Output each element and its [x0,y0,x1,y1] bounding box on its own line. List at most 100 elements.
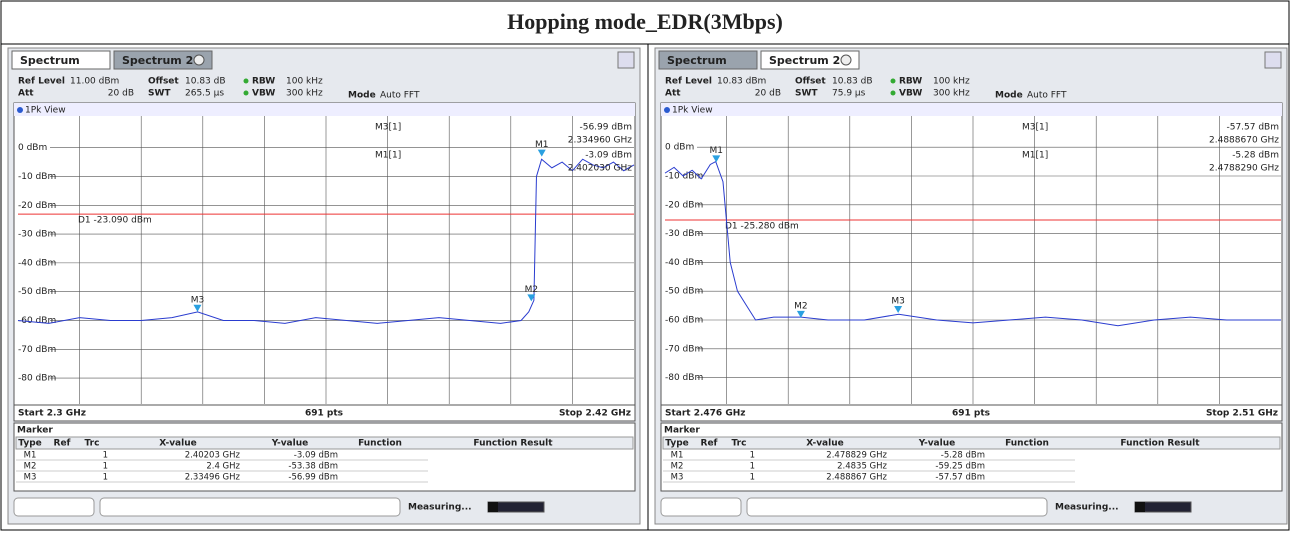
readout-name: M3[1] [375,123,401,133]
title: Hopping mode_EDR(3Mbps) [507,9,783,34]
status-box [746,497,1048,517]
table-cell: 2.33496 GHz [185,473,241,483]
status-text: Measuring... [1055,503,1119,513]
points-label: 691 pts [305,409,343,419]
table-cell: 1 [750,462,755,472]
readout-freq: 2.4788290 GHz [1209,164,1279,174]
table-cell: -59.25 dBm [935,462,985,472]
y-tick-label: -70 dBm [665,344,703,354]
plot-frame [660,102,1283,422]
table-cell: M2 [24,462,37,472]
table-cell: -56.99 dBm [288,473,338,483]
table-header: Y-value [271,439,308,449]
display-line-label: D1 -23.090 dBm [78,216,152,226]
setting-label: Offset [795,77,826,87]
marker-label: M3 [891,296,905,306]
dot [890,90,896,96]
status-box [660,497,742,517]
stop-label: Stop 2.42 GHz [559,409,631,419]
table-cell: M1 [671,451,684,461]
trace [664,160,1281,327]
view-label: 1Pk View [25,106,66,116]
y-tick-label: -20 dBm [18,201,56,211]
status-text: Measuring... [408,503,472,513]
tab[interactable] [760,50,860,70]
setting-value: 10.83 dB [185,77,226,87]
setting-label: Mode [995,91,1023,101]
tab-label: Spectrum [667,54,727,67]
table-header: Type [665,439,688,449]
readout-value: -57.57 dBm [1226,123,1279,133]
setting-value: 20 dB [755,89,781,99]
stop-label: Stop 2.51 GHz [1206,409,1278,419]
marker [796,310,805,318]
dot [243,90,249,96]
dot [890,78,896,84]
readout-freq: 2.334960 GHz [568,136,633,146]
info-bar [660,404,1283,422]
table-cell: 1 [103,451,108,461]
tab-close[interactable] [840,54,852,66]
table-cell: 1 [103,473,108,483]
table-header: Ref [701,439,718,449]
tab-label: Spectrum [20,54,80,67]
table-header: Trc [732,439,747,449]
marker-label: M1 [710,146,724,156]
marker-label: M2 [794,301,808,311]
table [13,422,636,492]
setting-label: Offset [148,77,179,87]
setting-label: Mode [348,91,376,101]
setting-label: Ref Level [665,77,712,87]
setting-value: 20 dB [108,89,134,99]
marker-label: M2 [525,285,539,295]
table-cell: 2.478829 GHz [826,451,887,461]
menu-icon[interactable] [617,51,635,69]
table-cell: M3 [24,473,37,483]
setting-value: 10.83 dBm [717,77,766,87]
y-tick-label: -30 dBm [18,230,56,240]
setting-value: 10.83 dB [832,77,873,87]
setting-label: VBW [252,89,275,99]
setting-value: 100 kHz [286,77,323,87]
setting-value: 300 kHz [286,89,323,99]
table-cell: M1 [24,451,37,461]
table-cell: M2 [671,462,684,472]
table-header: Ref [54,439,71,449]
y-tick-label: -10 dBm [665,171,703,181]
tab[interactable] [113,50,213,70]
table-header-bg [15,436,634,450]
progress-fill [488,502,498,512]
marker [193,304,202,312]
table-cell: 1 [750,473,755,483]
table-cell: -3.09 dBm [294,451,338,461]
y-tick-label: -10 dBm [18,172,56,182]
tab-label: Spectrum 2 [769,54,840,67]
y-tick-label: -50 dBm [18,287,56,297]
table [660,422,1283,492]
status-box [13,497,95,517]
view-label: 1Pk View [672,106,713,116]
table-cell: -5.28 dBm [941,451,985,461]
table-title: Marker [17,426,53,436]
y-tick-label: -80 dBm [18,374,56,384]
tab[interactable] [11,50,111,70]
tab[interactable] [658,50,758,70]
table-cell: 2.40203 GHz [185,451,241,461]
setting-value: 100 kHz [933,77,970,87]
table-header: X-value [806,439,843,449]
table-header: Function [358,439,402,449]
tab-label: Spectrum 2 [122,54,193,67]
readout-value: -56.99 dBm [579,123,632,133]
trace [17,158,635,324]
tab-close[interactable] [193,54,205,66]
table-header: Trc [85,439,100,449]
y-tick-label: 0 dBm [18,143,47,153]
readout-freq: 2.402030 GHz [568,164,633,174]
y-tick-label: -60 dBm [665,315,703,325]
marker-label: M3 [191,295,205,305]
marker [712,155,721,163]
menu-icon[interactable] [1264,51,1282,69]
readout-value: -3.09 dBm [585,151,632,161]
